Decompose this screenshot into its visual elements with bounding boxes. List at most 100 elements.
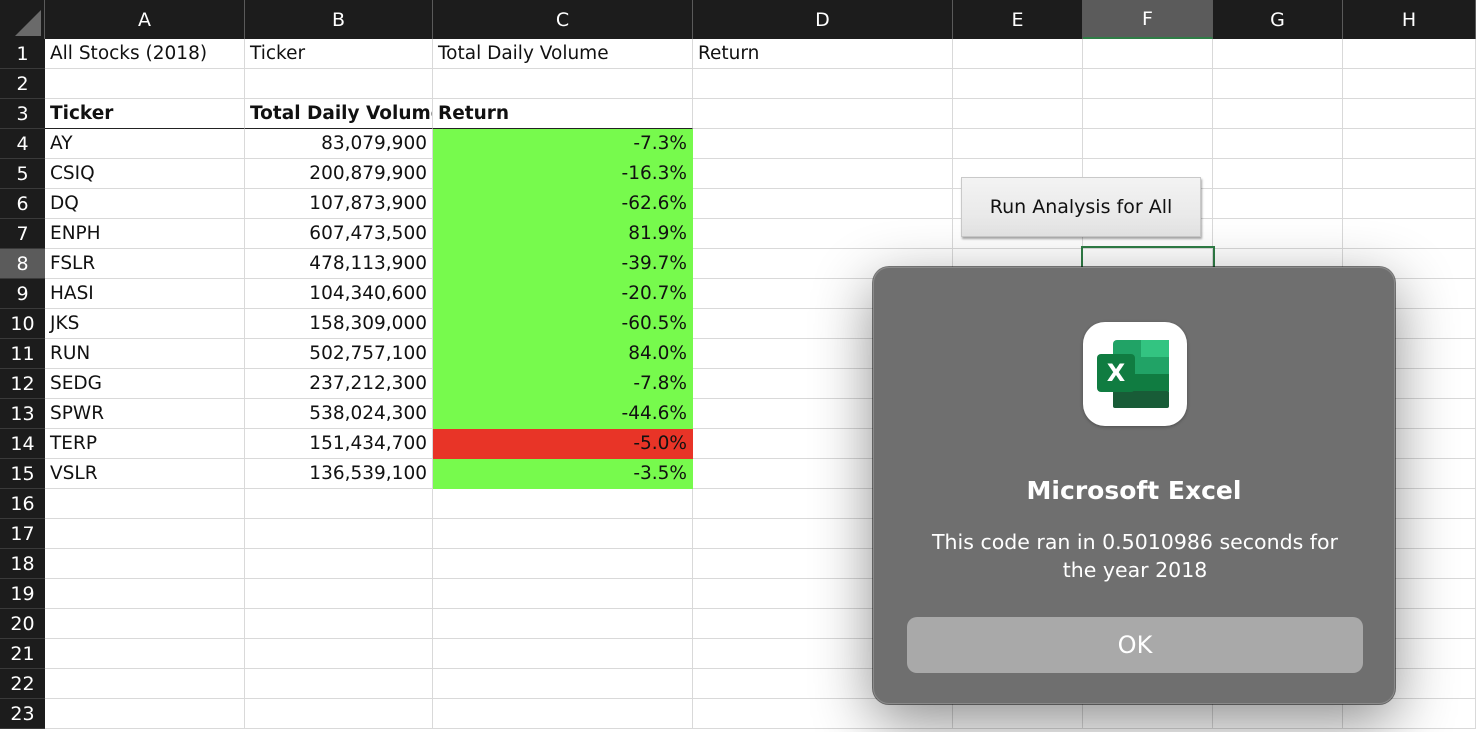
cell-e3[interactable] bbox=[953, 99, 1083, 129]
return-cell[interactable]: 84.0% bbox=[433, 339, 693, 369]
return-cell[interactable]: -44.6% bbox=[433, 399, 693, 429]
cell-c20[interactable] bbox=[433, 609, 693, 639]
return-cell[interactable]: 81.9% bbox=[433, 219, 693, 249]
cell-a17[interactable] bbox=[45, 519, 245, 549]
cell-h3[interactable] bbox=[1343, 99, 1476, 129]
row-header-9[interactable]: 9 bbox=[0, 279, 45, 309]
ticker-cell[interactable]: SEDG bbox=[45, 369, 245, 399]
return-cell[interactable]: -16.3% bbox=[433, 159, 693, 189]
row-header-21[interactable]: 21 bbox=[0, 639, 45, 669]
cell-b22[interactable] bbox=[245, 669, 433, 699]
row-header-16[interactable]: 16 bbox=[0, 489, 45, 519]
column-header-e[interactable]: E bbox=[953, 0, 1083, 39]
volume-cell[interactable]: 107,873,900 bbox=[245, 189, 433, 219]
column-header-c[interactable]: C bbox=[433, 0, 693, 39]
return-cell[interactable]: -7.3% bbox=[433, 129, 693, 159]
cell-a23[interactable] bbox=[45, 699, 245, 729]
volume-cell[interactable]: 104,340,600 bbox=[245, 279, 433, 309]
row-header-15[interactable]: 15 bbox=[0, 459, 45, 489]
row-header-2[interactable]: 2 bbox=[0, 69, 45, 99]
cell-g7[interactable] bbox=[1213, 219, 1343, 249]
row-header-19[interactable]: 19 bbox=[0, 579, 45, 609]
cell-b18[interactable] bbox=[245, 549, 433, 579]
column-header-b[interactable]: B bbox=[245, 0, 433, 39]
row-header-8[interactable]: 8 bbox=[0, 249, 45, 279]
cell-c3[interactable]: Return bbox=[433, 99, 693, 129]
ticker-cell[interactable]: RUN bbox=[45, 339, 245, 369]
cell-g2[interactable] bbox=[1213, 69, 1343, 99]
cell-b1[interactable]: Ticker bbox=[245, 39, 433, 69]
cell-c2[interactable] bbox=[433, 69, 693, 99]
cell-b20[interactable] bbox=[245, 609, 433, 639]
cell-e1[interactable] bbox=[953, 39, 1083, 69]
cell-a1[interactable]: All Stocks (2018) bbox=[45, 39, 245, 69]
cell-c18[interactable] bbox=[433, 549, 693, 579]
column-header-g[interactable]: G bbox=[1213, 0, 1343, 39]
cell-b21[interactable] bbox=[245, 639, 433, 669]
cell-d2[interactable] bbox=[693, 69, 953, 99]
cell-c23[interactable] bbox=[433, 699, 693, 729]
column-header-h[interactable]: H bbox=[1343, 0, 1476, 39]
column-header-f[interactable]: F bbox=[1083, 0, 1213, 39]
cell-d5[interactable] bbox=[693, 159, 953, 189]
ticker-cell[interactable]: DQ bbox=[45, 189, 245, 219]
volume-cell[interactable]: 200,879,900 bbox=[245, 159, 433, 189]
cell-b19[interactable] bbox=[245, 579, 433, 609]
cell-g4[interactable] bbox=[1213, 129, 1343, 159]
return-cell[interactable]: -5.0% bbox=[433, 429, 693, 459]
cell-d8[interactable] bbox=[693, 249, 953, 279]
ticker-cell[interactable]: ENPH bbox=[45, 219, 245, 249]
volume-cell[interactable]: 158,309,000 bbox=[245, 309, 433, 339]
volume-cell[interactable]: 478,113,900 bbox=[245, 249, 433, 279]
volume-cell[interactable]: 136,539,100 bbox=[245, 459, 433, 489]
ticker-cell[interactable]: SPWR bbox=[45, 399, 245, 429]
cell-f7[interactable] bbox=[1083, 219, 1213, 249]
cell-d7[interactable] bbox=[693, 219, 953, 249]
row-header-23[interactable]: 23 bbox=[0, 699, 45, 729]
cell-g5[interactable] bbox=[1213, 159, 1343, 189]
cell-e2[interactable] bbox=[953, 69, 1083, 99]
cell-h4[interactable] bbox=[1343, 129, 1476, 159]
ticker-cell[interactable]: VSLR bbox=[45, 459, 245, 489]
volume-cell[interactable]: 151,434,700 bbox=[245, 429, 433, 459]
ticker-cell[interactable]: TERP bbox=[45, 429, 245, 459]
return-cell[interactable]: -62.6% bbox=[433, 189, 693, 219]
cell-h2[interactable] bbox=[1343, 69, 1476, 99]
cell-a22[interactable] bbox=[45, 669, 245, 699]
row-header-3[interactable]: 3 bbox=[0, 99, 45, 129]
row-header-1[interactable]: 1 bbox=[0, 39, 45, 69]
cell-d1[interactable]: Return bbox=[693, 39, 953, 69]
cell-b23[interactable] bbox=[245, 699, 433, 729]
cell-c16[interactable] bbox=[433, 489, 693, 519]
cell-a3[interactable]: Ticker bbox=[45, 99, 245, 129]
return-cell[interactable]: -20.7% bbox=[433, 279, 693, 309]
cell-g23[interactable] bbox=[1213, 699, 1343, 729]
run-analysis-button[interactable]: Run Analysis for All bbox=[961, 177, 1201, 237]
row-header-18[interactable]: 18 bbox=[0, 549, 45, 579]
cell-g1[interactable] bbox=[1213, 39, 1343, 69]
cell-g6[interactable] bbox=[1213, 189, 1343, 219]
cell-b3[interactable]: Total Daily Volume bbox=[245, 99, 433, 129]
ticker-cell[interactable]: FSLR bbox=[45, 249, 245, 279]
row-header-11[interactable]: 11 bbox=[0, 339, 45, 369]
return-cell[interactable]: -60.5% bbox=[433, 309, 693, 339]
cell-b16[interactable] bbox=[245, 489, 433, 519]
cell-h7[interactable] bbox=[1343, 219, 1476, 249]
row-header-10[interactable]: 10 bbox=[0, 309, 45, 339]
row-header-4[interactable]: 4 bbox=[0, 129, 45, 159]
cell-a21[interactable] bbox=[45, 639, 245, 669]
column-header-a[interactable]: A bbox=[45, 0, 245, 39]
cell-a18[interactable] bbox=[45, 549, 245, 579]
volume-cell[interactable]: 607,473,500 bbox=[245, 219, 433, 249]
cell-c1[interactable]: Total Daily Volume bbox=[433, 39, 693, 69]
return-cell[interactable]: -39.7% bbox=[433, 249, 693, 279]
cell-h5[interactable] bbox=[1343, 159, 1476, 189]
row-header-6[interactable]: 6 bbox=[0, 189, 45, 219]
cell-a2[interactable] bbox=[45, 69, 245, 99]
cell-g3[interactable] bbox=[1213, 99, 1343, 129]
column-header-d[interactable]: D bbox=[693, 0, 953, 39]
row-header-13[interactable]: 13 bbox=[0, 399, 45, 429]
row-header-12[interactable]: 12 bbox=[0, 369, 45, 399]
volume-cell[interactable]: 538,024,300 bbox=[245, 399, 433, 429]
cell-e23[interactable] bbox=[953, 699, 1083, 729]
